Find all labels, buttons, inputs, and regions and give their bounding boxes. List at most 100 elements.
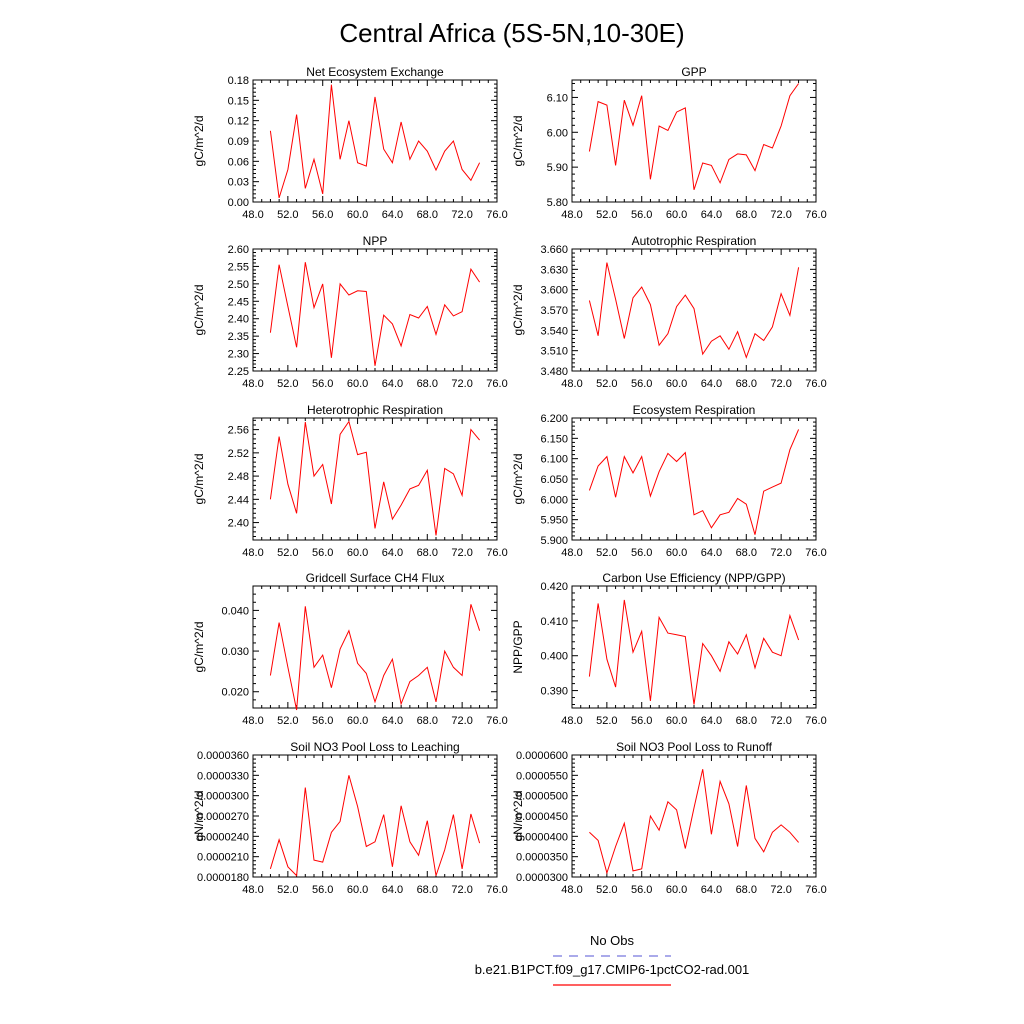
y-tick-label: 0.410 xyxy=(540,616,568,628)
x-tick-label: 64.0 xyxy=(701,547,722,559)
x-tick-label: 56.0 xyxy=(631,209,652,221)
y-tick-label: 5.80 xyxy=(547,197,568,209)
panel-7: Gridcell Surface CH4 Flux gC/m^2/d 48.0 52.… xyxy=(192,571,508,727)
x-tick-label: 64.0 xyxy=(382,884,403,896)
y-tick-label: 0.0000330 xyxy=(197,770,249,782)
x-tick-label: 60.0 xyxy=(347,884,368,896)
x-tick-label: 68.0 xyxy=(736,209,757,221)
x-tick-label: 72.0 xyxy=(770,715,791,727)
y-tick-label: 3.630 xyxy=(540,264,568,276)
x-tick-label: 52.0 xyxy=(596,884,617,896)
y-tick-label: 0.0000300 xyxy=(197,791,249,803)
legend-model-label: b.e21.B1PCT.f09_g17.CMIP6-1pctCO2-rad.00… xyxy=(475,962,750,977)
y-tick-label: 0.06 xyxy=(228,156,249,168)
y-tick-label: 0.18 xyxy=(228,75,249,87)
panel-8: Carbon Use Efficiency (NPP/GPP) NPP/GPP 48… xyxy=(511,571,827,727)
y-tick-label: 2.48 xyxy=(228,471,249,483)
plot-frame xyxy=(571,79,817,203)
x-tick-label: 52.0 xyxy=(277,715,298,727)
legend: No Obs b.e21.B1PCT.f09_g17.CMIP6-1pctCO2… xyxy=(475,933,750,986)
plot-frame xyxy=(571,417,817,541)
y-tick-label: 0.0000500 xyxy=(516,791,568,803)
panel-title: Soil NO3 Pool Loss to Runoff xyxy=(616,740,773,754)
plot-frame xyxy=(571,754,817,878)
x-tick-label: 64.0 xyxy=(382,547,403,559)
x-tick-label: 76.0 xyxy=(486,547,507,559)
y-tick-label: 6.10 xyxy=(547,92,568,104)
panel-2: GPP gC/m^2/d 48.0 52.0 56.0 60.0 64.0 68.0 72.0 7… xyxy=(511,65,827,221)
y-tick-label: 6.100 xyxy=(540,454,568,466)
x-tick-label: 48.0 xyxy=(561,715,582,727)
x-tick-label: 52.0 xyxy=(277,378,298,390)
y-tick-label: 2.60 xyxy=(228,244,249,256)
plot-frame xyxy=(252,248,498,372)
x-tick-label: 52.0 xyxy=(596,209,617,221)
y-tick-label: 0.0000180 xyxy=(197,872,249,884)
y-tick-label: 3.600 xyxy=(540,285,568,297)
y-tick-label: 6.150 xyxy=(540,433,568,445)
y-tick-label: 0.0000450 xyxy=(516,811,568,823)
y-tick-label: 3.480 xyxy=(540,366,568,378)
y-tick-label: 0.040 xyxy=(221,605,249,617)
x-tick-label: 60.0 xyxy=(347,378,368,390)
plot-frame xyxy=(252,585,498,709)
y-axis-label: gC/m^2/d xyxy=(511,116,525,167)
x-tick-label: 68.0 xyxy=(736,715,757,727)
y-tick-label: 0.400 xyxy=(540,651,568,663)
y-tick-label: 6.200 xyxy=(540,413,568,425)
x-tick-label: 72.0 xyxy=(451,715,472,727)
y-tick-label: 2.56 xyxy=(228,425,249,437)
y-tick-label: 2.44 xyxy=(228,494,249,506)
x-tick-label: 52.0 xyxy=(596,547,617,559)
x-tick-label: 48.0 xyxy=(561,884,582,896)
panel-10: Soil NO3 Pool Loss to Runoff gN/m^2/d 48.0… xyxy=(511,740,827,896)
series-line xyxy=(588,599,800,705)
y-tick-label: 0.03 xyxy=(228,177,249,189)
y-tick-label: 0.0000210 xyxy=(197,852,249,864)
y-tick-label: 2.25 xyxy=(228,366,249,378)
x-tick-label: 72.0 xyxy=(451,884,472,896)
x-tick-label: 56.0 xyxy=(631,715,652,727)
y-axis-label: gC/m^2/d xyxy=(192,454,206,505)
y-tick-label: 2.40 xyxy=(228,518,249,530)
y-tick-label: 3.540 xyxy=(540,325,568,337)
x-tick-label: 76.0 xyxy=(805,378,826,390)
x-tick-label: 68.0 xyxy=(417,378,438,390)
x-tick-label: 68.0 xyxy=(736,884,757,896)
series-line xyxy=(588,262,800,359)
series-line xyxy=(269,262,481,366)
x-tick-label: 52.0 xyxy=(596,715,617,727)
y-tick-label: 0.0000400 xyxy=(516,831,568,843)
x-tick-label: 72.0 xyxy=(770,547,791,559)
x-tick-label: 72.0 xyxy=(770,378,791,390)
y-axis-label: gC/m^2/d xyxy=(511,454,525,505)
x-tick-label: 68.0 xyxy=(417,547,438,559)
series-line xyxy=(588,83,800,190)
panel-9: Soil NO3 Pool Loss to Leaching gN/m^2/d 48… xyxy=(192,740,508,896)
series-line xyxy=(588,429,800,535)
x-tick-label: 60.0 xyxy=(347,209,368,221)
x-tick-label: 56.0 xyxy=(631,884,652,896)
y-tick-label: 2.50 xyxy=(228,279,249,291)
panel-title: NPP xyxy=(363,234,388,248)
x-tick-label: 76.0 xyxy=(805,884,826,896)
panel-6: Ecosystem Respiration gC/m^2/d 48.0 52.0 56.… xyxy=(511,403,827,559)
x-tick-label: 76.0 xyxy=(486,884,507,896)
y-axis-label: gC/m^2/d xyxy=(192,622,206,673)
panel-title: Heterotrophic Respiration xyxy=(307,403,443,417)
y-tick-label: 5.900 xyxy=(540,535,568,547)
y-tick-label: 2.30 xyxy=(228,349,249,361)
x-tick-label: 48.0 xyxy=(242,209,263,221)
y-tick-label: 0.0000600 xyxy=(516,750,568,762)
y-tick-label: 3.660 xyxy=(540,244,568,256)
x-tick-label: 64.0 xyxy=(701,378,722,390)
x-tick-label: 60.0 xyxy=(666,715,687,727)
x-tick-label: 60.0 xyxy=(666,884,687,896)
x-tick-label: 56.0 xyxy=(312,209,333,221)
y-tick-label: 6.000 xyxy=(540,494,568,506)
series-line xyxy=(589,769,799,875)
y-axis-label: gC/m^2/d xyxy=(192,116,206,167)
x-tick-label: 48.0 xyxy=(561,209,582,221)
x-tick-label: 56.0 xyxy=(631,547,652,559)
panel-title: Autotrophic Respiration xyxy=(632,234,757,248)
